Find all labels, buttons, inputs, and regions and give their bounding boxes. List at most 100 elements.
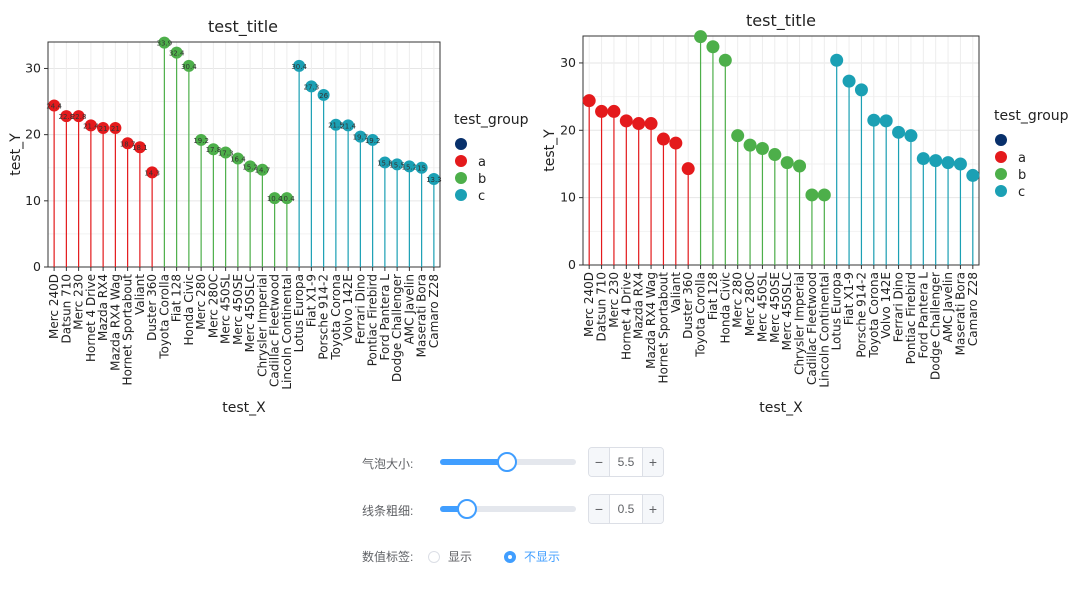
bubble-size-slider-handle[interactable] [496,452,517,472]
line-width-value[interactable]: 0.5 [617,502,635,516]
lollipop-bubble [158,36,171,49]
x-tick-label: Merc 450SL [219,274,233,344]
lollipop-bubble [133,141,146,154]
value-label: 32.4 [169,50,185,58]
lollipop-bubble [280,192,293,205]
lollipop-bubble [403,160,416,173]
bubble-size-label: 气泡大小: [362,457,414,471]
lollipop-bubble [817,188,831,202]
value-label: 30.4 [291,63,307,71]
bubble-size-value[interactable]: 5.5 [617,455,635,469]
y-tick-label: 0 [33,259,41,274]
x-axis-label: test_X [222,400,266,416]
x-tick-label: Dodge Challenger [390,274,404,382]
value-labels-label: 数值标签: [362,550,414,564]
x-tick-label: Lotus Europa [292,274,306,352]
x-tick-label: Ford Pantera L [916,272,930,359]
x-tick-label: Toyota Corolla [694,272,708,358]
lollipop-bubble [366,133,379,146]
x-tick-label: Honda Civic [182,274,196,346]
lollipop-bubble [780,156,794,170]
value-label: 24.4 [46,103,62,111]
x-tick-label: Cadillac Fleetwood [268,274,282,387]
lollipop-bubble [669,136,683,150]
radio-hide-labels[interactable]: 不显示 [504,548,560,565]
line-width-slider-handle[interactable] [457,499,478,519]
radio-show-circle[interactable] [428,550,440,563]
x-tick-label: Toyota Corona [867,272,881,359]
value-label: 18.1 [132,144,148,152]
radio-hide-circle[interactable] [504,550,516,563]
lollipop-bubble [72,110,85,123]
line-width-stepper: − 0.5 + [588,494,664,524]
x-tick-label: Camaro Z28 [427,274,441,348]
value-label: 14.3 [144,169,160,177]
x-tick-label: Pontiac Firebird [904,272,918,364]
value-label: 26 [319,92,328,100]
y-tick-label: 30 [560,55,576,70]
x-tick-label: Ferrari Dino [353,274,367,344]
line-width-increase-button[interactable]: + [642,495,663,523]
lollipop-bubble [718,53,732,67]
x-tick-label: Chrysler Imperial [255,274,269,377]
line-width-decrease-button[interactable]: − [589,495,610,523]
x-tick-label: Fiat 128 [706,272,720,320]
x-tick-label: AMC Javelin [402,274,416,344]
radio-show-labels[interactable]: 显示 [428,548,472,565]
bubble-size-increase-button[interactable]: + [642,448,663,476]
value-label: 10.4 [267,195,283,203]
lollipop-bubble [953,157,967,171]
x-tick-label: Pontiac Firebird [366,274,380,366]
legend-entry: b [478,172,486,187]
x-tick-label: AMC Javelin [941,272,955,342]
bubble-size-decrease-button[interactable]: − [589,448,610,476]
x-tick-label: Merc 450SE [231,274,245,345]
legend-entry: c [478,189,485,204]
x-tick-label: Datsun 710 [59,274,73,343]
lollipop-bubble [595,104,609,118]
x-tick-label: Volvo 142E [341,274,355,341]
bubble-size-slider[interactable] [440,452,576,472]
legend-entry: c [1018,185,1025,200]
lollipop-bubble [830,53,844,67]
lollipop-bubble [916,152,930,166]
line-width-slider[interactable] [440,499,576,519]
lollipop-bubble [391,158,404,171]
x-tick-label: Duster 360 [681,272,695,339]
lollipop-bubble [743,138,757,152]
x-tick-label: Porsche 914-2 [317,274,331,360]
lollipop-bubble [644,117,658,131]
value-label: 21.5 [328,122,344,130]
value-label: 19.2 [365,137,381,145]
x-tick-label: Porsche 914-2 [854,272,868,358]
lollipop-bubble [329,118,342,131]
lollipop-bubble [317,88,330,101]
x-tick-label: Lincoln Continental [280,274,294,390]
chart-controls: 气泡大小: − 5.5 + 线条粗细: − 0.5 + 数值标签: 显示 不显示 [0,440,1080,591]
value-label: 14.7 [255,167,271,175]
lollipop-bubble [84,119,97,132]
lollipop-bubble [97,122,110,135]
lollipop-bubble [415,161,428,174]
x-tick-label: Valiant [133,274,147,315]
lollipop-bubble [427,172,440,185]
legend-entry: a [1018,151,1026,166]
lollipop-bubble [293,59,306,72]
radio-show-text: 显示 [448,550,473,564]
y-tick-label: 20 [25,127,41,142]
x-tick-label: Valiant [669,272,683,313]
y-axis-label: test_Y [8,133,24,176]
value-label: 17.3 [218,150,234,158]
lollipop-bubble [867,113,881,127]
x-tick-label: Merc 240D [582,272,596,337]
legend-key [455,155,467,167]
value-label: 15.8 [377,159,393,167]
x-tick-label: Merc 230 [72,274,86,330]
line-width-label: 线条粗细: [362,504,414,518]
x-tick-label: Toyota Corona [329,274,343,361]
lollipop-bubble [305,80,318,93]
x-tick-label: Mazda RX4 [96,274,110,341]
x-tick-label: Duster 360 [145,274,159,341]
x-tick-label: Cadillac Fleetwood [805,272,819,385]
